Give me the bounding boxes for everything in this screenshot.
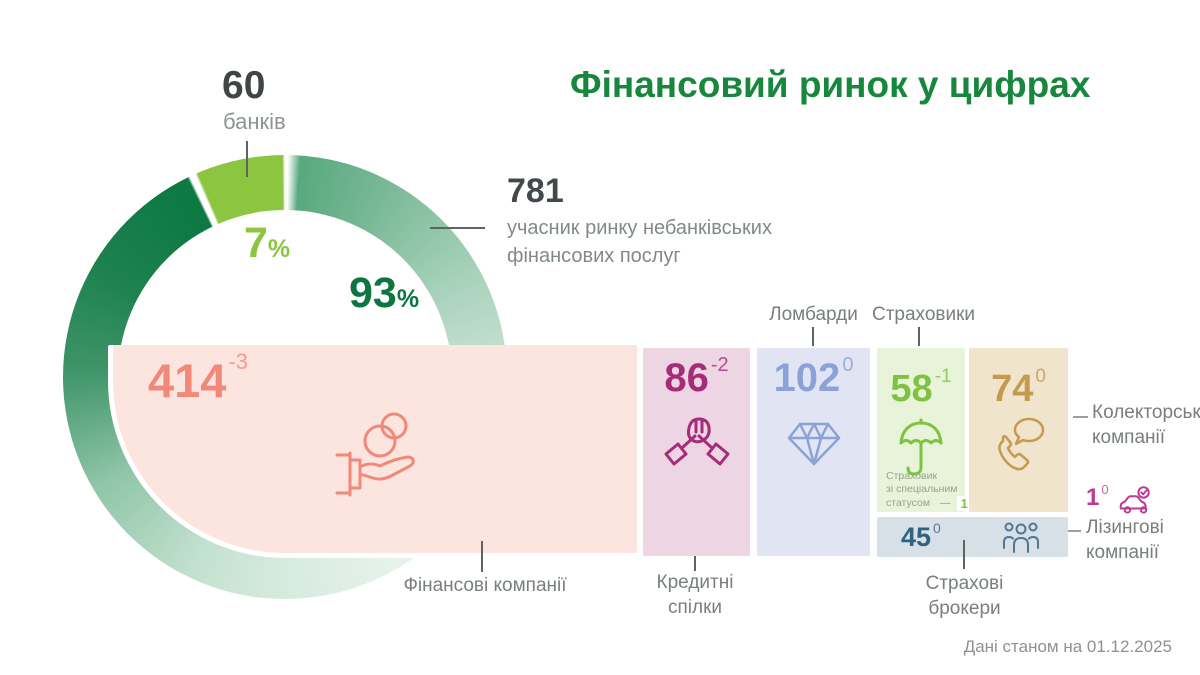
special-status-insurer: Страховик зі спеціальним статусом — 1 0	[886, 470, 976, 512]
pawnshops-label: Ломбарди	[769, 304, 858, 325]
people-group-icon	[1002, 520, 1040, 554]
insurers-block: 58 -1 Страховик зі спеціальним статусом —…	[877, 348, 976, 512]
insurance-brokers-block: 45 0	[877, 517, 1068, 557]
em-dash: —	[940, 497, 951, 510]
pawnshops-value: 102 0	[773, 354, 854, 400]
leasing-companies-label: Лізингові компанії	[1086, 517, 1164, 563]
credit-unions-label: Кредитні спілки	[656, 572, 734, 618]
insurers-value: 58 -1	[890, 366, 952, 410]
nonbank-percent: 93%	[349, 269, 420, 317]
finance-companies-block: 414-3	[108, 345, 637, 558]
insurers-label: Страховики	[872, 304, 976, 325]
leasing-connector-line	[1068, 530, 1081, 532]
banks-label: банків	[223, 109, 286, 134]
umbrella-icon	[897, 417, 945, 477]
insurance-brokers-label: Страхові брокери	[925, 573, 1004, 619]
hand-coins-icon	[325, 403, 425, 503]
nonbank-count: 781	[507, 172, 564, 210]
data-as-of-note: Дані станом на 01.12.2025	[963, 637, 1172, 656]
insurance-brokers-value: 45 0	[901, 519, 941, 552]
car-coin-icon	[1118, 485, 1154, 515]
credit-connector-line	[694, 556, 696, 571]
finance-connector-line	[481, 541, 483, 572]
credit-unions-block: 86 -2	[643, 348, 750, 556]
nonbank-label-line2: фінансових послуг	[507, 245, 681, 267]
handshake-icon	[661, 413, 733, 475]
nonbank-label-line1: учасник ринку небанківських	[507, 217, 772, 239]
brokers-connector-line	[963, 540, 965, 569]
pawnshops-connector-line	[812, 327, 814, 346]
special-status-value: 1	[956, 496, 972, 512]
pawnshops-block: 102 0	[757, 348, 870, 556]
collectors-value: 74 0	[991, 366, 1046, 410]
phone-chat-icon	[989, 415, 1049, 471]
insurers-connector-line	[918, 327, 920, 346]
nonbank-connector-line	[430, 227, 485, 229]
collectors-connector-line	[1073, 416, 1088, 418]
banks-connector-line	[246, 141, 248, 177]
page-title: Фінансовий ринок у цифрах	[570, 64, 1091, 105]
collectors-block: 74 0	[969, 348, 1068, 512]
collectors-label: Колекторські компанії	[1092, 402, 1200, 448]
credit-unions-value: 86 -2	[664, 354, 729, 400]
finance-companies-label: Фінансові компанії	[403, 575, 567, 596]
banks-percent: 7%	[244, 219, 291, 267]
diamond-icon	[785, 419, 843, 469]
finance-companies-value: 414-3	[148, 349, 248, 407]
banks-count: 60	[222, 64, 266, 107]
